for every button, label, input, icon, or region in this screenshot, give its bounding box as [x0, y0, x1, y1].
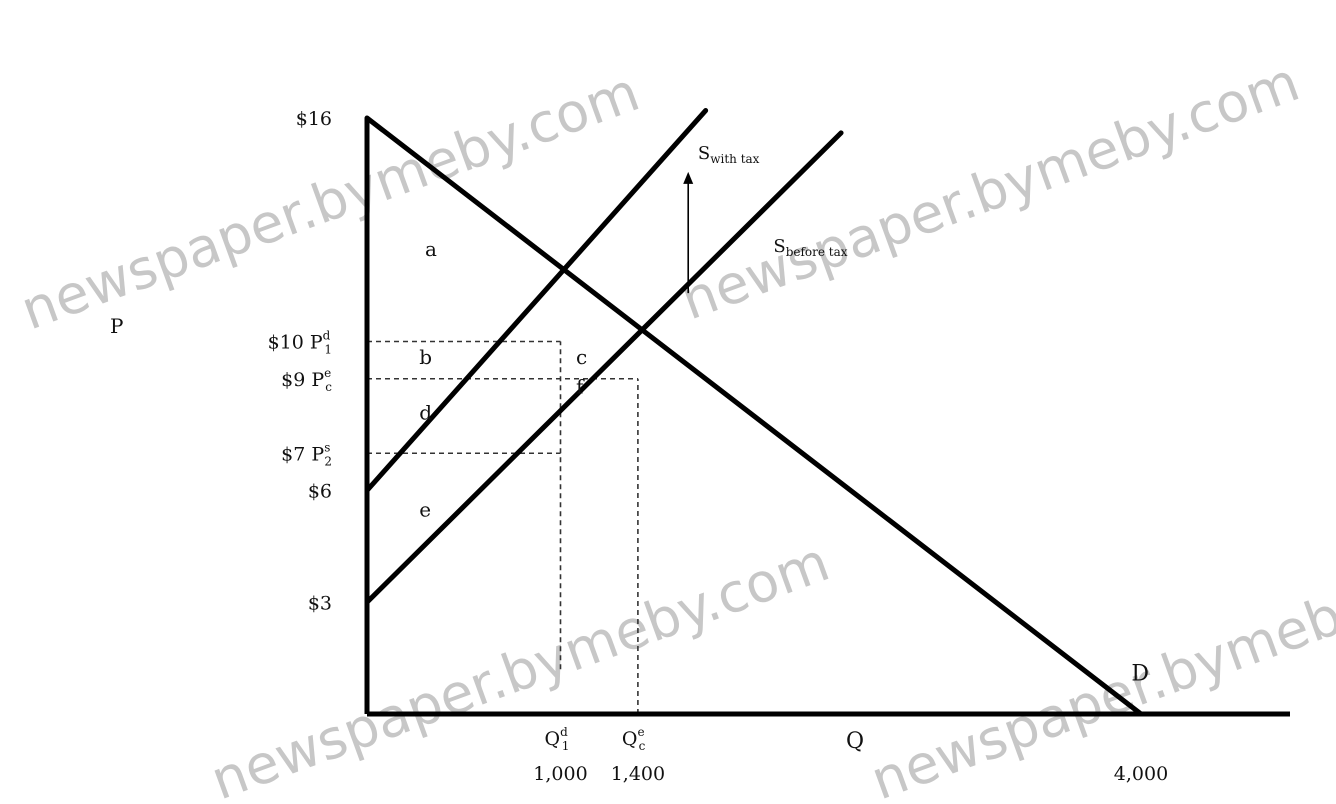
line-demand [364, 115, 1144, 717]
y-tick-label: $7 Ps 2 [281, 440, 332, 468]
region-label-b: b [419, 345, 432, 369]
y-tick-label: $10 Pd 1 [268, 329, 332, 357]
watermark-text: newspaper.bymeby.com [863, 530, 1336, 804]
region-label-f: f [576, 375, 585, 399]
region-label-c: c [576, 345, 587, 369]
curve-label: Swith tax [698, 143, 760, 166]
line-supply_before_tax [364, 130, 844, 605]
y-tick-label: $6 [308, 481, 332, 503]
x-tick-value: 1,000 [533, 763, 587, 785]
watermark-text: newspaper.bymeby.com [673, 50, 1307, 332]
y-tick-label: $3 [308, 592, 332, 614]
watermark-text: newspaper.bymeby.com [203, 530, 837, 804]
y-axis-label: P [110, 314, 123, 338]
region-label-a: a [425, 237, 437, 261]
curve-label: Sbefore tax [773, 236, 847, 259]
x-tick-value: 4,000 [1114, 763, 1168, 785]
curve-label: D [1131, 661, 1149, 686]
curve-lines [364, 108, 1144, 717]
region-label-e: e [419, 498, 431, 522]
x-tick-value: 1,400 [611, 763, 665, 785]
axes [364, 118, 1290, 717]
watermark-text: newspaper.bymeby.com [13, 60, 647, 342]
shift-arrow-head [683, 171, 694, 184]
x-tick-label: Qe c [622, 725, 646, 753]
watermark-layer: newspaper.bymeby.com newspaper.bymeby.com… [13, 50, 1336, 804]
y-tick-label: $9 Pe c [281, 366, 332, 394]
labels: P Q $16 $10 Pd 1 $9 Pe c $7 Ps 2 $6 $3 Qd 1 1,000 Qe c 1… [110, 108, 1168, 785]
region-label-d: d [419, 401, 432, 425]
x-axis-label: Q [846, 729, 864, 754]
y-tick-label: $16 [296, 108, 332, 130]
line-supply_after_tax [364, 108, 709, 493]
x-tick-label: Qd 1 [545, 725, 570, 753]
